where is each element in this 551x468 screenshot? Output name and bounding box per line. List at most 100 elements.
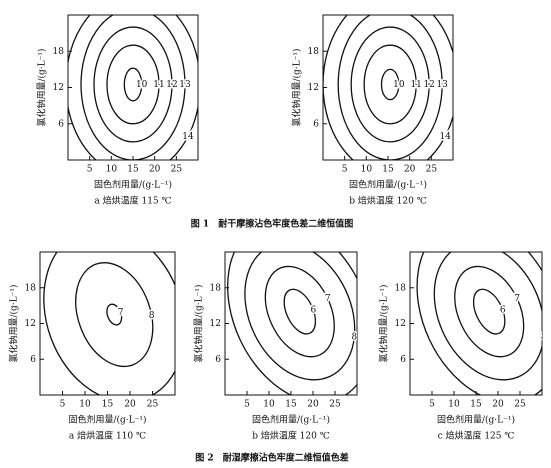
x-tick-label: 25 [426,165,438,175]
y-tick-label: 6 [215,355,221,365]
contour-label: 14 [439,132,451,142]
x-tick-label: 5 [342,165,348,175]
x-tick-label: 15 [102,400,114,410]
contour-label: 8 [149,311,155,321]
contour-label: 10 [393,80,405,90]
x-tick-label: 20 [124,400,136,410]
contour-label: 8 [541,332,547,342]
contour-label: 8 [351,332,357,342]
contour-line [264,265,335,358]
contour-label: 9 [494,223,500,233]
panel-caption: a 焙烘温度 110 ℃ [69,430,146,442]
y-axis-label: 氯化钠用量/(g·L⁻¹) [378,284,390,362]
contour-line [363,44,417,125]
panel-caption: a 焙烘温度 115 ℃ [94,195,171,207]
x-tick-label: 10 [106,165,118,175]
x-tick-label: 5 [429,400,435,410]
y-tick-label: 6 [400,355,406,365]
contour-label: 14 [182,132,194,142]
contour-line [244,252,356,381]
x-tick-label: 5 [60,400,66,410]
x-tick-label: 25 [329,400,341,410]
panel-caption: b 焙烘温度 120 ℃ [252,430,330,442]
y-tick-label: 12 [53,83,64,93]
plot-frame [409,251,543,396]
x-tick-label: 20 [492,400,504,410]
y-tick-label: 6 [313,119,319,129]
contour-line [472,288,506,335]
contour-line [433,252,542,381]
contour-line [283,288,317,335]
x-tick-label: 10 [79,400,91,410]
contours: 10 11 12 13 14 [68,15,198,160]
y-tick-label: 12 [395,319,406,329]
x-tick-label: 15 [382,165,394,175]
contours: 7 8 9 [43,252,184,395]
y-tick-label: 18 [53,47,65,57]
y-tick-label: 12 [210,319,221,329]
y-tick-label: 12 [25,319,36,329]
x-axis-label: 固色剂用量/(g·L⁻¹) [252,414,330,426]
x-tick-label: 20 [404,165,416,175]
contour-label: 12 [423,80,434,90]
x-tick-label: 25 [147,400,159,410]
contour-line [416,252,542,395]
contour-line [80,15,186,160]
x-tick-label: 25 [171,165,183,175]
x-tick-label: 10 [448,400,460,410]
figure-caption: 图 2 耐湿摩擦沾色牢度二维恒值色差 [195,452,348,464]
contour-label: 6 [310,305,316,315]
x-tick-label: 25 [514,400,526,410]
y-tick-label: 6 [30,355,36,365]
contour-label: 7 [325,294,331,304]
y-tick-label: 18 [25,283,37,293]
y-tick-label: 18 [210,283,222,293]
x-tick-label: 15 [127,165,139,175]
x-tick-label: 20 [307,400,319,410]
figure-caption: 图 1 耐干摩擦沾色牢度色差二维恒值图 [191,218,353,230]
y-tick-label: 6 [58,119,64,129]
y-axis-label: 氯化钠用量/(g·L⁻¹) [36,48,48,126]
contour-line [106,303,123,326]
contour-line [123,67,143,102]
x-tick-label: 5 [244,400,250,410]
contour-label: 13 [179,80,191,90]
y-axis-label: 氯化钠用量/(g·L⁻¹) [193,284,205,362]
contour-label: 11 [153,80,164,90]
x-axis-label: 固色剂用量/(g·L⁻¹) [349,179,427,191]
contour-label: 9 [178,353,184,363]
contour-line [380,68,400,101]
y-tick-label: 18 [308,47,320,57]
contour-line [454,265,525,358]
contour-line [227,252,357,395]
contour-label: 7 [118,308,124,318]
x-tick-label: 15 [470,400,482,410]
x-axis-label: 固色剂用量/(g·L⁻¹) [68,414,146,426]
contour-line [93,26,173,143]
plot-frame [39,251,176,396]
contour-label: 12 [166,80,177,90]
x-tick-label: 10 [361,165,373,175]
contour-label: 10 [136,80,148,90]
y-tick-label: 12 [308,83,319,93]
contour-line [75,262,154,368]
contours: 10 11 12 13 14 [323,15,453,160]
x-axis-label: 固色剂用量/(g·L⁻¹) [437,414,515,426]
contour-line [43,252,175,395]
contour-line [106,44,160,125]
y-tick-label: 18 [395,283,407,293]
contour-line [337,15,443,160]
contour-line [350,26,430,143]
y-axis-label: 氯化钠用量/(g·L⁻¹) [291,48,303,126]
x-tick-label: 15 [285,400,297,410]
x-axis-label: 固色剂用量/(g·L⁻¹) [94,179,172,191]
x-tick-label: 10 [263,400,275,410]
y-axis-label: 氯化钠用量/(g·L⁻¹) [8,284,20,362]
x-tick-label: 5 [87,165,93,175]
contour-label: 11 [410,80,421,90]
x-tick-label: 20 [149,165,161,175]
